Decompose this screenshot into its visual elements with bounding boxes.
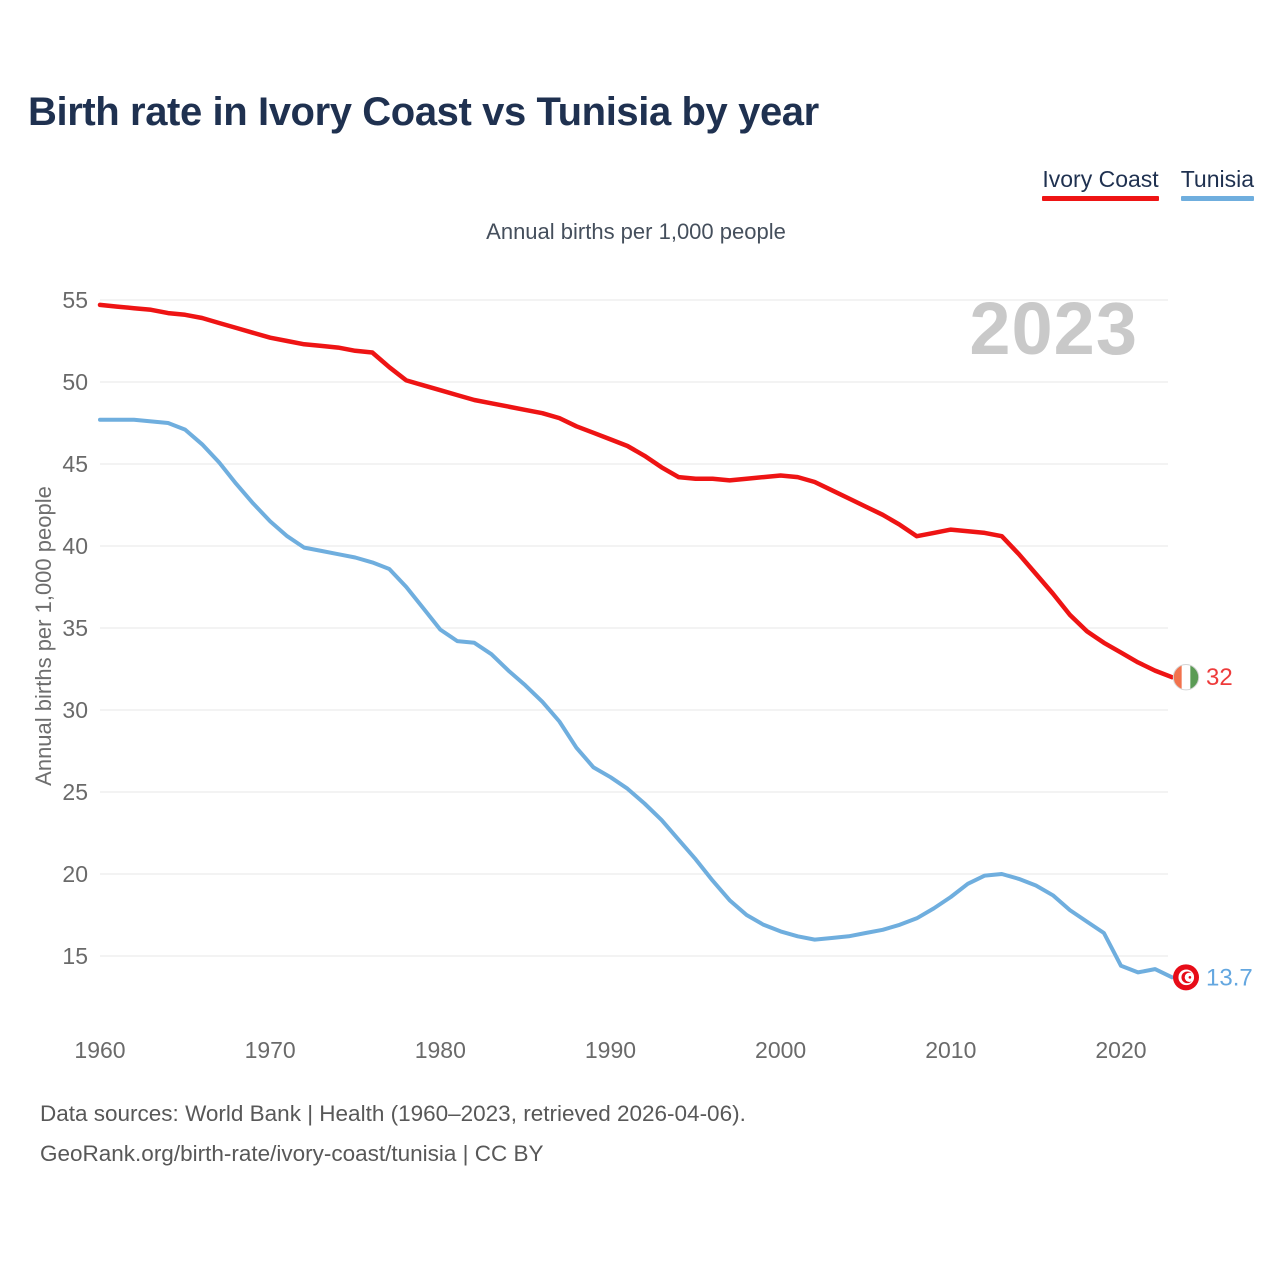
y-tick-label: 15	[62, 943, 88, 969]
legend: Ivory Coast Tunisia	[1042, 166, 1254, 201]
legend-label-tunisia: Tunisia	[1180, 166, 1254, 192]
end-value-ivory-coast: 32	[1206, 664, 1233, 691]
y-tick-label: 50	[62, 369, 88, 395]
flag-ivory-coast-icon	[1172, 664, 1200, 691]
y-tick-label: 20	[62, 861, 88, 887]
legend-item-tunisia[interactable]: Tunisia	[1180, 166, 1254, 201]
watermark-year: 2023	[969, 287, 1138, 370]
x-tick-label: 1990	[585, 1037, 636, 1063]
page-title: Birth rate in Ivory Coast vs Tunisia by …	[28, 90, 819, 134]
x-tick-label: 2010	[925, 1037, 976, 1063]
series-line-tunisia	[98, 417, 1174, 980]
x-tick-label: 1970	[245, 1037, 296, 1063]
end-value-tunisia: 13.7	[1206, 964, 1253, 991]
y-tick-label: 40	[62, 533, 88, 559]
series-line-ivory-coast	[97, 302, 1175, 680]
footer-sources: Data sources: World Bank | Health (1960–…	[40, 1101, 746, 1126]
y-tick-label: 30	[62, 697, 88, 723]
legend-label-ivory-coast: Ivory Coast	[1042, 166, 1159, 192]
legend-item-ivory-coast[interactable]: Ivory Coast	[1042, 166, 1159, 201]
x-tick-label: 1960	[74, 1037, 125, 1063]
footer: Data sources: World Bank | Health (1960–…	[40, 1094, 746, 1174]
y-tick-label: 55	[62, 287, 88, 313]
footer-link[interactable]: GeoRank.org/birth-rate/ivory-coast/tunis…	[40, 1141, 544, 1167]
y-tick-label: 25	[62, 779, 88, 805]
y-tick-label: 45	[62, 451, 88, 477]
flag-tunisia-icon	[1173, 964, 1199, 991]
x-tick-label: 2020	[1095, 1037, 1146, 1063]
x-tick-label: 2000	[755, 1037, 806, 1063]
y-tick-label: 35	[62, 615, 88, 641]
legend-swatch-tunisia	[1180, 196, 1254, 201]
chart-subtitle: Annual births per 1,000 people	[486, 219, 786, 244]
x-tick-label: 1980	[415, 1037, 466, 1063]
legend-swatch-ivory-coast	[1042, 196, 1159, 201]
